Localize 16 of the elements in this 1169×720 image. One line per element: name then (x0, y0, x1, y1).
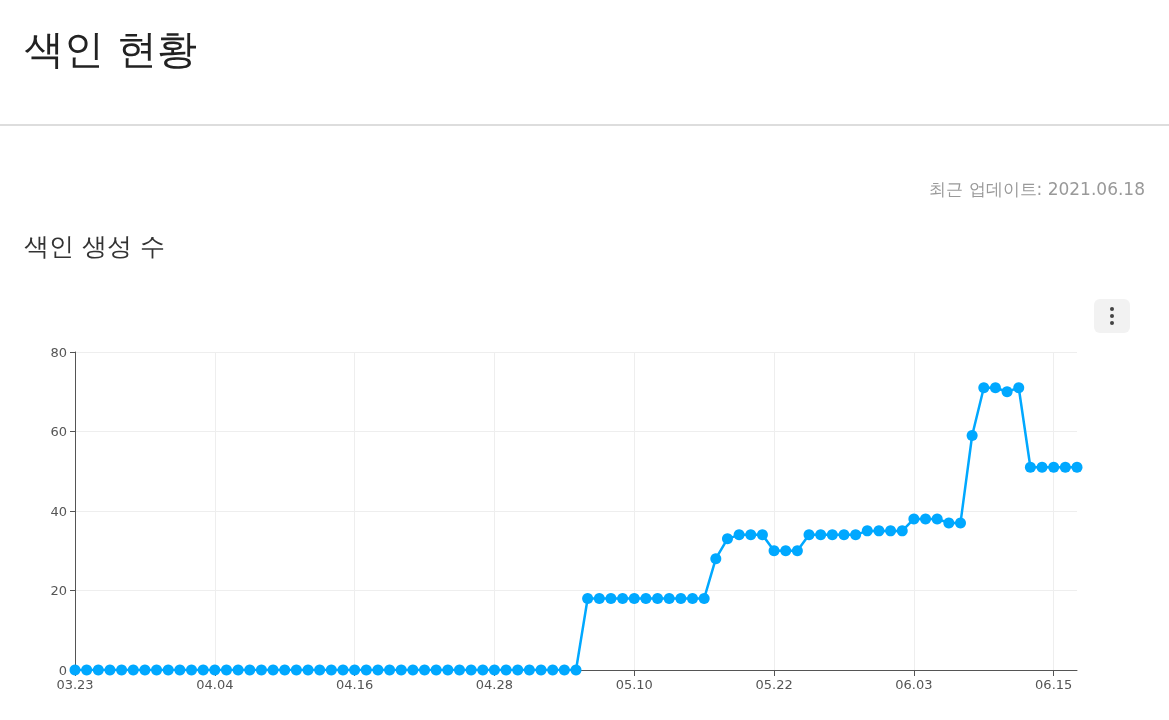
text: 최근 업데이트: 2021.06.18 (929, 178, 1145, 201)
x-tick-label: 05.10 (615, 677, 653, 692)
y-tick-label: 20 (50, 583, 67, 598)
y-tick-label: 0 (58, 662, 67, 678)
x-tick-label: 04.28 (475, 677, 514, 692)
y-tick-label: 40 (50, 503, 67, 519)
x-tick-label: 03.23 (56, 677, 94, 692)
x-tick-label: 06.03 (895, 677, 933, 692)
x-tick-label: 04.16 (336, 677, 374, 692)
x-tick-label: 05.22 (755, 677, 793, 692)
x-tick-label: 04.04 (196, 677, 234, 692)
y-tick-label: 80 (50, 344, 67, 360)
chart-title: 색인 현황 (24, 25, 197, 74)
x-tick-label: 06.15 (1035, 677, 1073, 692)
y-tick-label: 60 (50, 424, 67, 439)
chart-subtitle: 색인 생성 수 (24, 231, 165, 263)
